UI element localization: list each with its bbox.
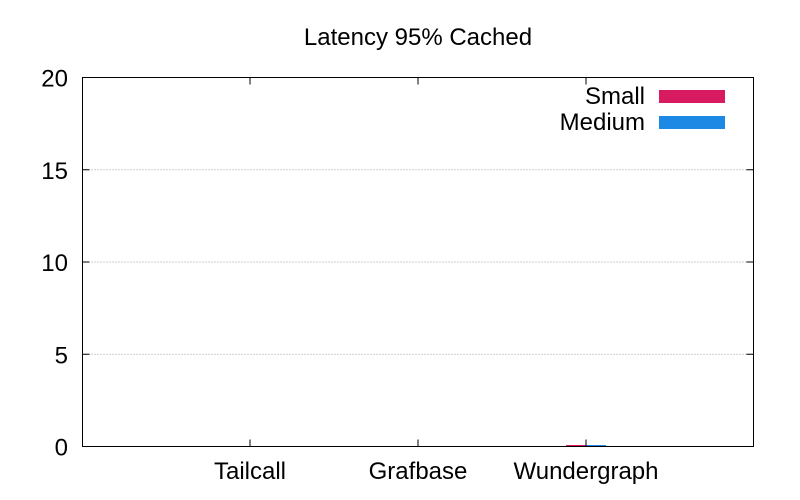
x-tick-label-grafbase: Grafbase — [369, 458, 468, 485]
x-tick-label-tailcall: Tailcall — [214, 458, 286, 485]
legend-label-small: Small — [585, 83, 645, 110]
y-tick-label: 20 — [41, 66, 68, 93]
gridlines — [82, 169, 754, 355]
bars — [566, 445, 606, 447]
legend-label-medium: Medium — [560, 109, 645, 136]
x-tick-label-wundergraph: Wundergraph — [514, 458, 659, 485]
y-tick-label: 15 — [41, 158, 68, 185]
y-tick-label: 0 — [55, 435, 68, 462]
legend-swatch-small — [659, 90, 725, 103]
y-tick-label: 5 — [55, 342, 68, 369]
bar-small-wundergraph — [566, 445, 586, 447]
chart-title: Latency 95% Cached — [304, 24, 532, 51]
y-axis-ticks: 0 5 10 15 20 — [41, 66, 754, 462]
legend-swatch-medium — [659, 116, 725, 129]
x-axis-ticks: Tailcall Grafbase Wundergraph — [214, 77, 659, 485]
bar-medium-wundergraph — [586, 445, 606, 447]
y-tick-label: 10 — [41, 250, 68, 277]
